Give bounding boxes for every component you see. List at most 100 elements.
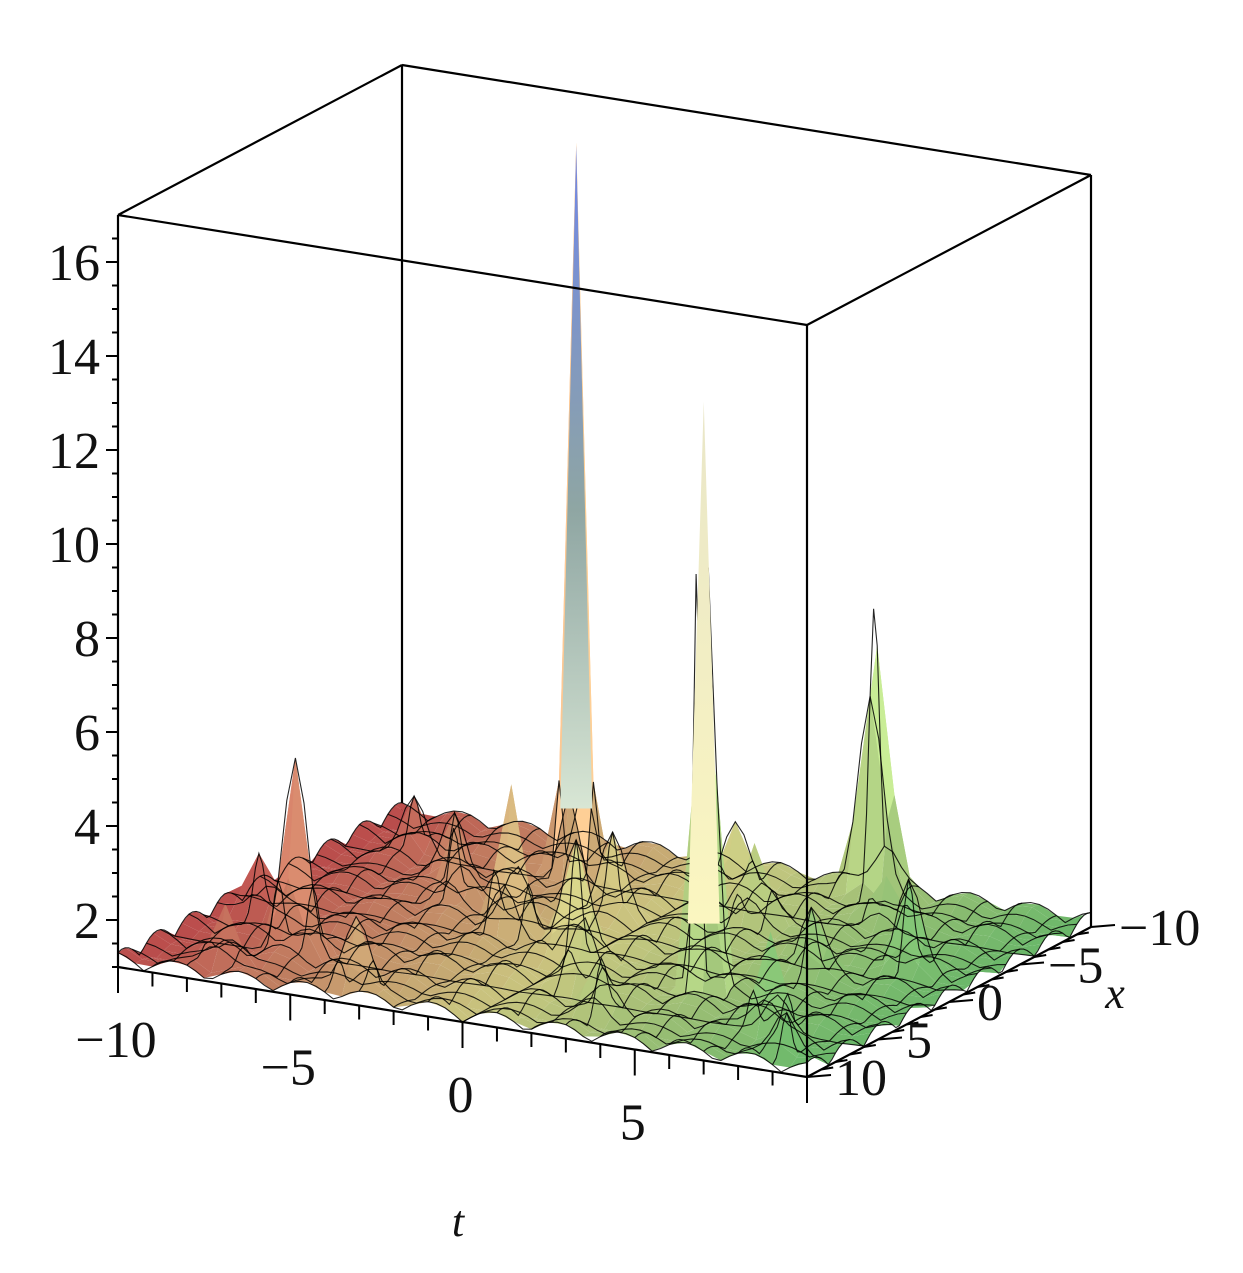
surface-cell bbox=[641, 1032, 667, 1048]
surface-cell bbox=[740, 897, 765, 935]
surface-cell bbox=[883, 985, 908, 1003]
surface-cell bbox=[721, 1014, 747, 1032]
surface-cell bbox=[331, 916, 357, 979]
surface-cell bbox=[435, 913, 460, 931]
surface-cell bbox=[425, 906, 450, 914]
surface-cell bbox=[901, 879, 926, 966]
surface-cell bbox=[950, 969, 975, 974]
surface-cell bbox=[142, 957, 167, 963]
mesh-line-x bbox=[358, 781, 644, 992]
x-minor-tick bbox=[892, 1029, 905, 1033]
surface-cell bbox=[622, 994, 647, 1011]
surface-cell bbox=[847, 1004, 872, 1022]
surface-cell bbox=[397, 901, 423, 916]
surface-cell bbox=[405, 953, 431, 966]
surface-cell bbox=[684, 1015, 709, 1026]
surface-cell bbox=[945, 919, 970, 933]
surface-cell bbox=[527, 868, 552, 879]
t-axis: t −10 −5 0 5 bbox=[75, 967, 808, 1246]
surface-cell bbox=[879, 1005, 904, 1011]
surface-cell bbox=[542, 1002, 567, 1016]
surface-cell bbox=[743, 929, 768, 943]
surface-cell bbox=[334, 854, 359, 865]
mesh-line-x bbox=[531, 878, 816, 1030]
surface-cell bbox=[830, 1003, 855, 1018]
x-minor-tick bbox=[1005, 969, 1018, 973]
mesh-line-x bbox=[806, 912, 1092, 1066]
surface-cell bbox=[611, 1000, 636, 1025]
surface-cell bbox=[828, 821, 853, 899]
surface-cell bbox=[463, 978, 488, 989]
surface-cell bbox=[989, 926, 1014, 945]
surface-cell bbox=[544, 791, 570, 883]
peak-spike bbox=[687, 401, 720, 924]
x-minor-tick bbox=[934, 1006, 947, 1011]
surface-cell bbox=[201, 903, 226, 953]
surface-cell bbox=[186, 960, 212, 978]
surface-cell bbox=[763, 931, 788, 1017]
surface-cell bbox=[663, 858, 688, 866]
surface-cell bbox=[392, 850, 418, 870]
surface-cell bbox=[540, 882, 565, 896]
surface-cell bbox=[468, 945, 493, 962]
surface-mesh bbox=[117, 142, 1092, 1073]
z-tick-label: 10 bbox=[48, 517, 100, 574]
surface-cell bbox=[255, 974, 281, 991]
surface-cell bbox=[537, 878, 562, 885]
surface-cell bbox=[631, 936, 657, 952]
surface-cell bbox=[644, 899, 669, 917]
surface-cell bbox=[301, 963, 326, 977]
surface-cell bbox=[509, 969, 534, 989]
surface-cell bbox=[842, 965, 867, 976]
surface-cell bbox=[211, 947, 236, 973]
surface-cell bbox=[862, 876, 887, 922]
frame-edge-front-top bbox=[117, 213, 808, 327]
z-axis: 2 4 6 8 10 12 14 16 bbox=[48, 235, 118, 968]
surface-cell bbox=[920, 914, 945, 931]
x-tick-label: −5 bbox=[1048, 938, 1103, 995]
surface-cell bbox=[785, 985, 811, 1001]
surface-cell bbox=[359, 820, 384, 836]
mesh-line-x bbox=[668, 894, 954, 1046]
surface-cell bbox=[238, 966, 263, 979]
x-tick-label: 5 bbox=[906, 1013, 932, 1070]
surface-cell bbox=[776, 881, 802, 894]
surface-cell bbox=[949, 904, 974, 922]
surface-cell bbox=[868, 934, 893, 946]
surface-cell bbox=[371, 870, 396, 882]
surface-cell bbox=[482, 935, 508, 951]
surface-cell bbox=[174, 923, 200, 940]
surface-cell bbox=[721, 859, 746, 885]
surface-cell bbox=[634, 888, 659, 900]
surface-cell bbox=[843, 1024, 868, 1030]
surface-cell bbox=[371, 944, 396, 961]
mesh-line-x bbox=[393, 856, 678, 1008]
surface-cell bbox=[352, 824, 377, 842]
surface-cell bbox=[720, 997, 745, 1007]
surface-cell bbox=[399, 830, 425, 865]
surface-cell bbox=[388, 954, 413, 966]
surface-cell bbox=[399, 933, 425, 950]
surface-cell bbox=[451, 941, 476, 958]
surface-cell bbox=[525, 831, 550, 849]
surface-cell bbox=[826, 1013, 851, 1028]
surface-cell bbox=[615, 903, 640, 932]
surface-cell bbox=[262, 974, 288, 987]
surface-cell bbox=[819, 942, 844, 954]
frame-edge-right-top bbox=[806, 174, 1092, 326]
surface-cell bbox=[603, 951, 628, 965]
x-minor-tick bbox=[1048, 946, 1061, 951]
surface-cell bbox=[365, 932, 390, 944]
surface-cell bbox=[274, 944, 299, 960]
x-minor-tick bbox=[1076, 931, 1089, 936]
surface-cell bbox=[779, 1012, 804, 1058]
surface-cell bbox=[445, 1003, 470, 1022]
surface-cell bbox=[732, 1031, 757, 1047]
surface-cell bbox=[474, 963, 500, 975]
surface-cell bbox=[840, 924, 865, 943]
surface-cell bbox=[487, 985, 513, 1000]
surface-cell bbox=[348, 848, 373, 854]
z-tick-label: 2 bbox=[74, 893, 100, 950]
surface-cell bbox=[769, 889, 795, 896]
surface-cell bbox=[217, 885, 242, 905]
